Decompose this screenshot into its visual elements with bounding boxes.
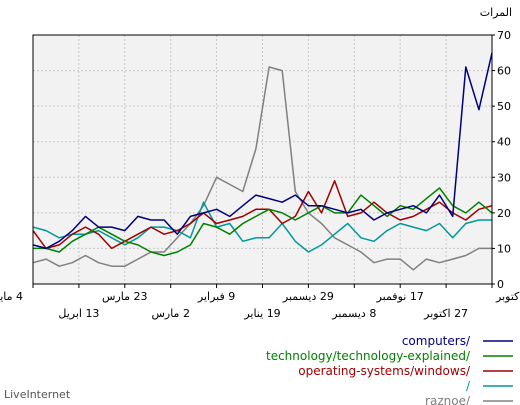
x-tick-label-secondary: 27 اكتوبر xyxy=(423,307,468,320)
y-tick-label: 60 xyxy=(497,65,511,78)
x-tick-label-secondary: 8 ديسمبر xyxy=(331,307,376,320)
legend-entry-label: computers/ xyxy=(402,334,471,348)
x-tick-label: 6 اكتوبر xyxy=(495,290,520,303)
y-axis: 0 10 20 30 40 50 60 70 xyxy=(492,29,511,291)
y-tick-label: 0 xyxy=(497,278,504,291)
series-line-0 xyxy=(32,52,493,250)
footer-brand[interactable]: LiveInternet xyxy=(4,388,71,401)
y-tick-label: 50 xyxy=(497,100,511,113)
legend-entry-label: raznoe/ xyxy=(425,394,471,405)
series-layer xyxy=(32,52,493,271)
x-tick-label-secondary: 13 ابريل xyxy=(58,307,99,320)
y-tick-label: 40 xyxy=(497,136,511,149)
y-tick-label: 10 xyxy=(497,242,511,255)
legend-entry-label: technology/technology-explained/ xyxy=(266,349,471,363)
legend-entry-label: operating-systems/windows/ xyxy=(298,364,471,378)
y-tick-label: 20 xyxy=(497,207,511,220)
legend-entry-label: / xyxy=(466,379,471,393)
x-tick-label-secondary: 19 يناير xyxy=(243,307,280,320)
legend: computers/technology/technology-explaine… xyxy=(266,334,513,405)
series-line-3 xyxy=(32,201,492,253)
x-tick-label: 4 مايو xyxy=(0,290,23,303)
y-tick-label: 30 xyxy=(497,171,511,184)
series-line-2 xyxy=(32,180,493,250)
y-axis-label: المرات xyxy=(480,6,512,19)
x-tick-label: 9 فبراير xyxy=(197,290,235,303)
series-line-4 xyxy=(32,66,492,271)
x-tick-label: 23 مارس xyxy=(102,290,147,303)
y-tick-label: 70 xyxy=(497,29,511,42)
x-tick-label-secondary: 2 مارس xyxy=(151,307,189,320)
x-tick-label: 29 ديسمبر xyxy=(282,290,334,303)
x-tick-label: 17 نوفمبر xyxy=(376,290,424,303)
